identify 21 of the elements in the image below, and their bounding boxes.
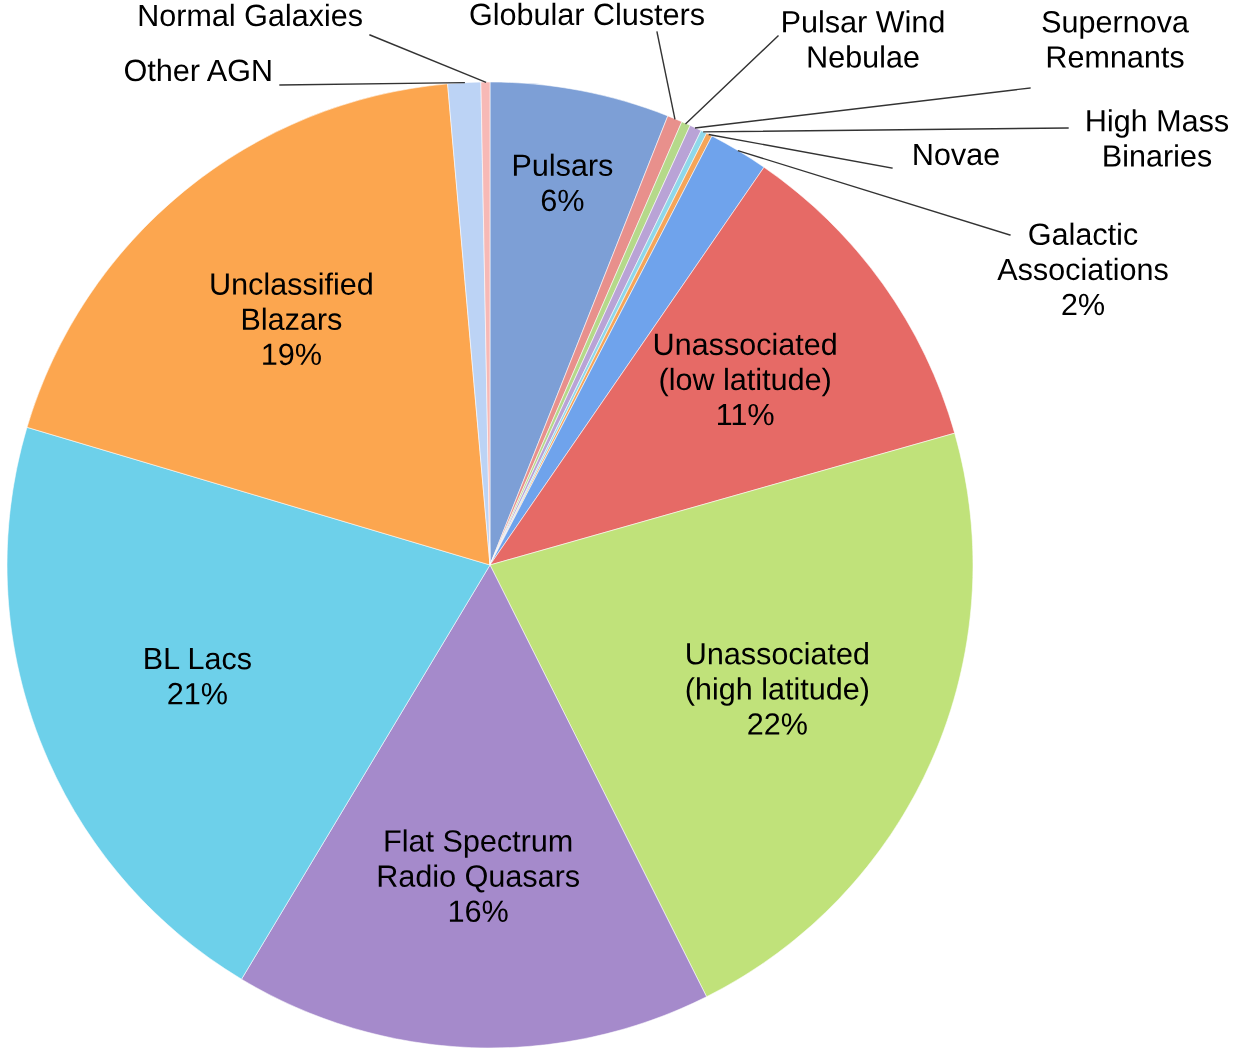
data-label: 19%: [263, 343, 321, 366]
slice-label: Other AGN: [125, 58, 271, 82]
data-label: 16%: [449, 900, 508, 923]
slice-label: Unclassified Blazars: [211, 272, 372, 331]
slice-label: Unassociated (low latitude): [654, 332, 836, 397]
slice-label: Normal Galaxies: [139, 3, 362, 27]
data-label: 21%: [168, 682, 227, 705]
slice-label: Globular Clusters: [470, 2, 704, 26]
slice-label: Pulsar Wind Nebulae: [783, 10, 944, 68]
slice-label: Supernova Remnants: [1042, 11, 1189, 68]
slice-label: Novae: [914, 143, 999, 166]
slice-label: Pulsars: [513, 153, 613, 177]
data-label: 22%: [748, 713, 807, 735]
slice-label: High Mass Binaries: [1087, 109, 1229, 167]
slice-label: Flat Spectrum Radio Quasars: [378, 829, 579, 893]
data-label: 2%: [1062, 293, 1104, 316]
slice-label: Galactic Associations: [997, 222, 1168, 281]
data-label: 11%: [718, 403, 774, 426]
data-label: 6%: [541, 189, 584, 212]
slice-label: BL Lacs: [145, 648, 251, 670]
slice-label: Unassociated (high latitude): [686, 642, 869, 706]
